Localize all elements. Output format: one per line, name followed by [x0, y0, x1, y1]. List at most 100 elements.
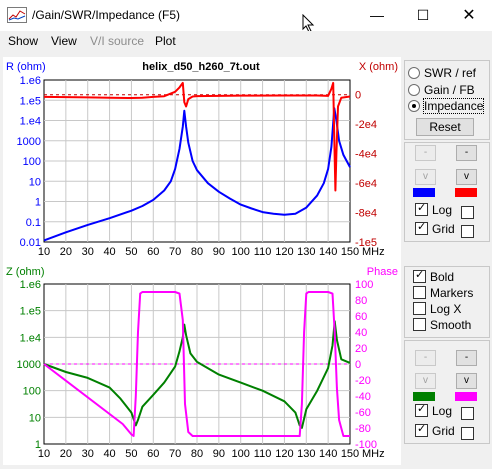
menu-vi-source[interactable]: V/I source [90, 34, 145, 48]
x-tick-label: 130 [297, 448, 315, 460]
bottom-controls-box [404, 340, 490, 444]
x-tick-label: 150 [341, 246, 359, 258]
reset-button[interactable]: Reset [416, 118, 474, 136]
maximize-button[interactable]: ☐ [416, 7, 430, 23]
checkbox-box[interactable] [415, 220, 428, 236]
checkbox-box[interactable] [413, 268, 426, 284]
mode-impedance-radio[interactable]: Impedance [408, 98, 485, 115]
x-tick-label: 70 [169, 448, 181, 460]
right-tick-label: 0 [355, 90, 361, 102]
series-line-1-1 [43, 291, 350, 437]
menu-plot[interactable]: Plot [155, 34, 176, 48]
mode-group-box [404, 60, 490, 140]
radio-indicator[interactable] [408, 99, 420, 112]
top-series1-color-swatch[interactable] [413, 188, 435, 197]
close-button[interactable]: ✕ [462, 7, 476, 24]
markers-label: Markers [430, 286, 474, 300]
checkbox-box[interactable] [415, 422, 428, 438]
x-tick-label: 80 [191, 448, 203, 460]
logx-checkbox[interactable]: Log X [413, 302, 461, 318]
mode-swr-label: SWR / ref [424, 66, 477, 80]
x-tick-label: 100 [232, 246, 250, 258]
top-left-up-button[interactable]: - [415, 145, 436, 161]
checkbox-box[interactable] [413, 286, 426, 300]
top-grid-right-checkbox[interactable] [461, 225, 474, 238]
bottom-right-down-button[interactable]: v [456, 373, 477, 389]
menu-show[interactable]: Show [8, 34, 39, 48]
title-bar [0, 0, 492, 31]
x-tick-label: 50 [125, 448, 137, 460]
top-log-label: Log [432, 203, 453, 217]
x-tick-label: 20 [60, 246, 72, 258]
bottom-log-checkbox[interactable]: Log [415, 402, 452, 420]
bottom-grid-right-checkbox[interactable] [461, 427, 474, 440]
x-tick-label: 100 [232, 448, 250, 460]
right-tick-label: 0 [355, 359, 361, 371]
radio-indicator[interactable] [408, 66, 420, 79]
left-tick-label: 100 [23, 156, 41, 168]
left-tick-label: 1 [35, 439, 41, 451]
right-tick-label: -20 [355, 375, 371, 387]
top-log-right-checkbox[interactable] [461, 206, 474, 219]
bold-label: Bold [430, 270, 455, 284]
bottom-left-down-button[interactable]: v [415, 373, 436, 389]
mode-gain-label: Gain / FB [424, 83, 475, 97]
smooth-checkbox[interactable]: Smooth [413, 318, 471, 334]
bottom-log-right-checkbox[interactable] [461, 407, 474, 420]
right-tick-label: -80 [355, 423, 371, 435]
chart-title: helix_d50_h260_7t.out [142, 61, 260, 73]
x-tick-label: 60 [147, 448, 159, 460]
checkbox-box[interactable] [413, 302, 426, 316]
left-tick-label: 1.e6 [20, 279, 41, 291]
x-tick-label: 130 [297, 246, 315, 258]
bottom-grid-checkbox[interactable]: Grid [415, 422, 455, 440]
minimize-button[interactable]: — [370, 7, 384, 23]
bottom-left-up-button[interactable]: - [415, 350, 436, 366]
x-tick-label: 50 [125, 246, 137, 258]
bold-checkbox[interactable]: Bold [413, 268, 455, 286]
mode-swr-radio[interactable]: SWR / ref [408, 66, 476, 82]
top-series2-color-swatch[interactable] [455, 188, 477, 197]
radio-indicator[interactable] [408, 83, 420, 96]
mode-gain-radio[interactable]: Gain / FB [408, 83, 475, 99]
plot-area: helix_d50_h260_7t.out R (ohm) X (ohm) 1.… [3, 57, 401, 465]
top-controls-box [404, 142, 490, 242]
checkbox-box[interactable] [415, 402, 428, 418]
x-tick-label: 30 [82, 448, 94, 460]
x-tick-label: 120 [275, 448, 293, 460]
bottom-right-axis-label: Phase [367, 266, 398, 278]
x-tick-label: 70 [169, 246, 181, 258]
left-tick-label: 1.e5 [20, 306, 41, 318]
checkbox-box[interactable] [413, 318, 426, 332]
bottom-series1-color-swatch[interactable] [413, 392, 435, 401]
top-left-down-button[interactable]: v [415, 169, 436, 185]
right-tick-label: 40 [355, 327, 367, 339]
left-tick-label: 10 [29, 412, 41, 424]
window-title: /Gain/SWR/Impedance (F5) [32, 8, 181, 22]
top-right-axis-label: X (ohm) [359, 61, 398, 73]
x-tick-label: 20 [60, 448, 72, 460]
right-tick-label: -8e4 [355, 208, 377, 220]
right-tick-label: -60 [355, 407, 371, 419]
x-tick-label: 140 [319, 246, 337, 258]
right-tick-label: -2e4 [355, 119, 377, 131]
x-tick-label: 40 [103, 246, 115, 258]
top-right-up-button[interactable]: - [456, 145, 477, 161]
top-log-checkbox[interactable]: Log [415, 201, 453, 219]
left-tick-label: 10 [29, 176, 41, 188]
bottom-right-up-button[interactable]: - [456, 350, 477, 366]
menu-view[interactable]: View [51, 34, 77, 48]
x-unit-label: MHz [362, 448, 385, 460]
bottom-grid-label: Grid [432, 424, 455, 438]
right-tick-label: 80 [355, 295, 367, 307]
x-unit-label: MHz [362, 246, 385, 258]
right-tick-label: 60 [355, 311, 367, 323]
checkbox-box[interactable] [415, 201, 428, 217]
top-right-down-button[interactable]: v [456, 169, 477, 185]
x-tick-label: 80 [191, 246, 203, 258]
top-grid-checkbox[interactable]: Grid [415, 220, 455, 238]
markers-checkbox[interactable]: Markers [413, 286, 473, 302]
bottom-series2-color-swatch[interactable] [455, 392, 477, 401]
charts-svg: helix_d50_h260_7t.out R (ohm) X (ohm) 1.… [6, 61, 398, 460]
x-tick-label: 60 [147, 246, 159, 258]
